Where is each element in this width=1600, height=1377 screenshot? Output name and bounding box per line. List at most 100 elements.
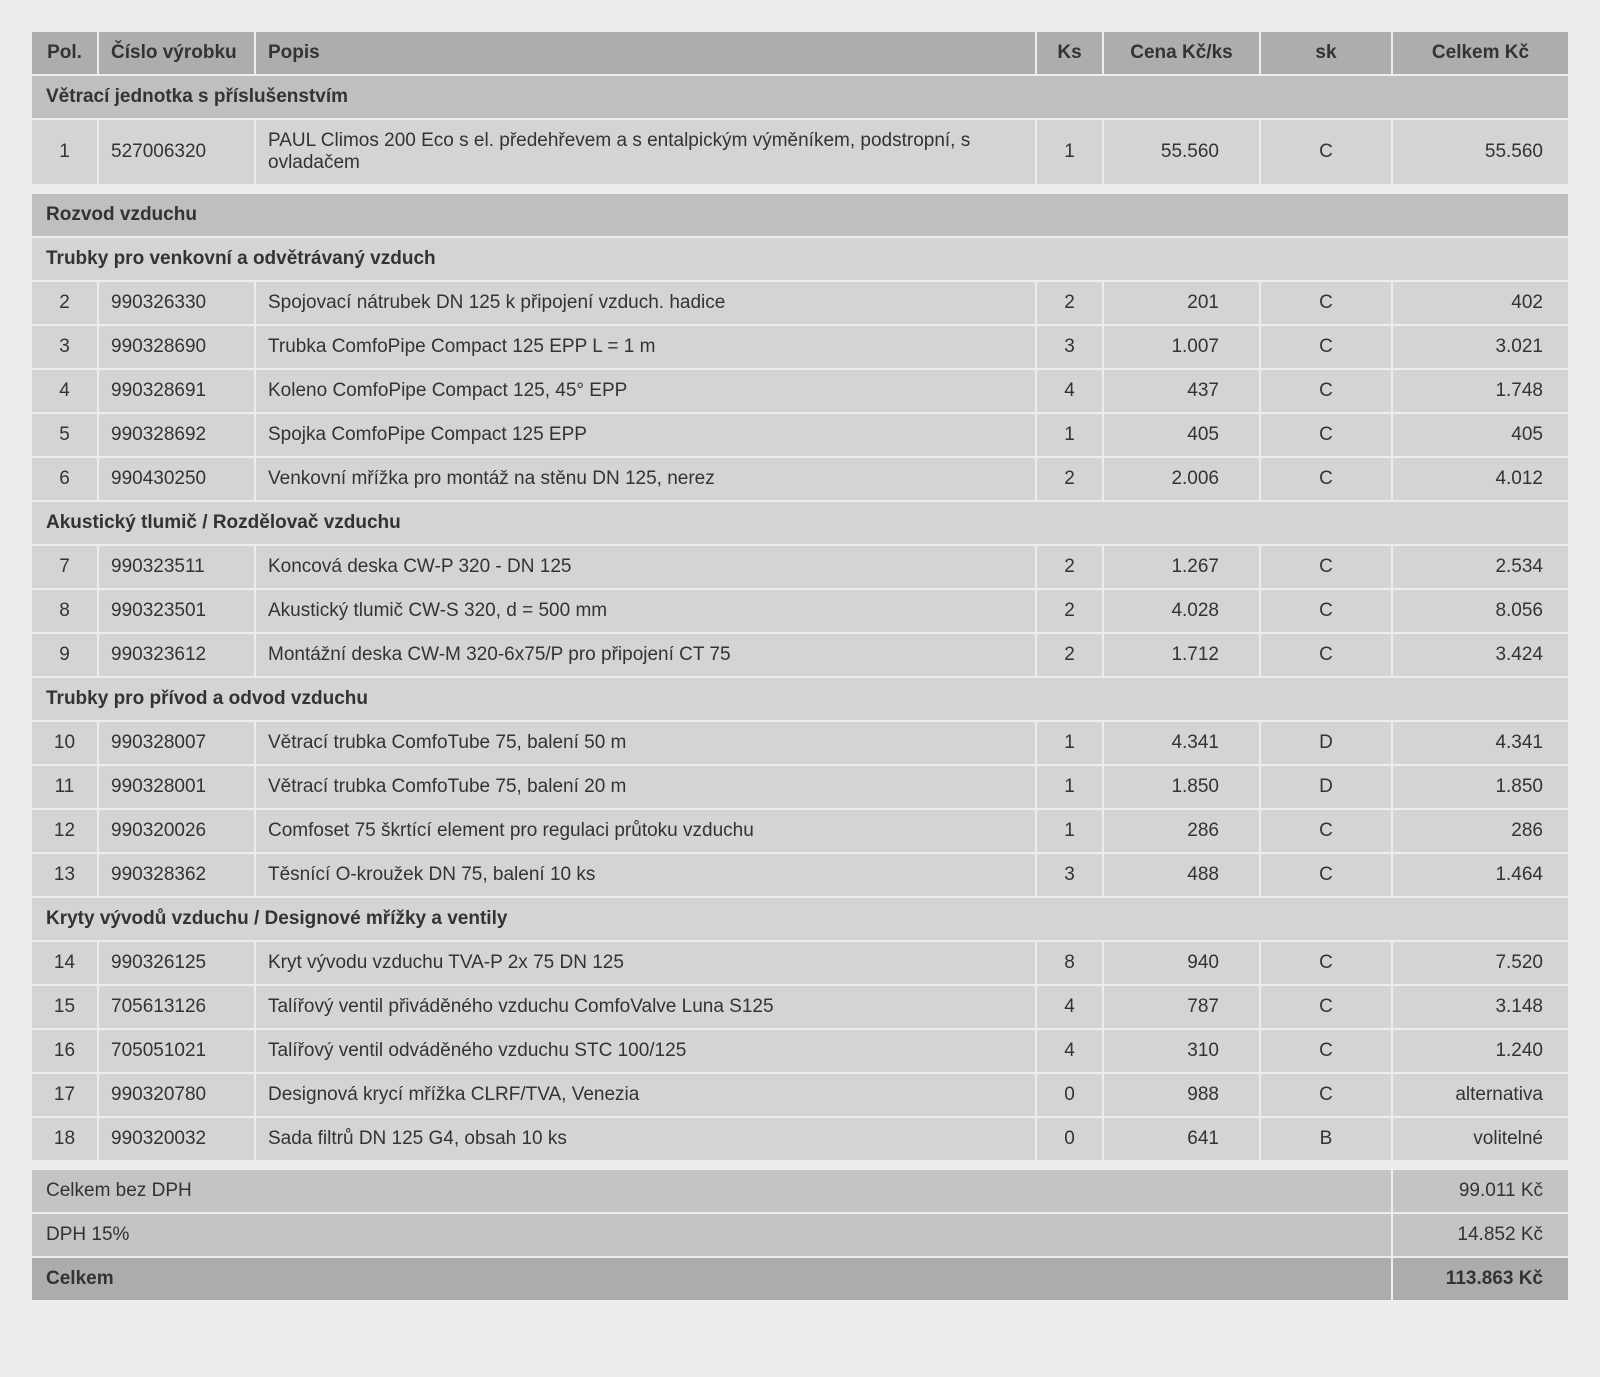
table-row: 11990328001Větrací trubka ComfoTube 75, … [32, 766, 1568, 808]
section-title: Větrací jednotka s příslušenstvím [32, 76, 1568, 118]
cell-sk: C [1261, 1030, 1391, 1072]
cell-pol: 11 [32, 766, 97, 808]
table-row: 8990323501Akustický tlumič CW-S 320, d =… [32, 590, 1568, 632]
cell-cislo: 990323612 [99, 634, 254, 676]
cell-popis: Designová krycí mřížka CLRF/TVA, Venezia [256, 1074, 1035, 1116]
cell-cena: 988 [1104, 1074, 1259, 1116]
cell-pol: 17 [32, 1074, 97, 1116]
col-header-pol: Pol. [32, 32, 97, 74]
cell-cislo: 990430250 [99, 458, 254, 500]
cell-sk: C [1261, 634, 1391, 676]
cell-cislo: 527006320 [99, 120, 254, 184]
cell-cislo: 990328007 [99, 722, 254, 764]
cell-sk: C [1261, 414, 1391, 456]
cell-cena: 55.560 [1104, 120, 1259, 184]
summary-value: 14.852 Kč [1393, 1214, 1568, 1256]
subsection-header-row: Trubky pro přívod a odvod vzduchu [32, 678, 1568, 720]
cell-cena: 310 [1104, 1030, 1259, 1072]
cell-cena: 437 [1104, 370, 1259, 412]
summary-label: DPH 15% [32, 1214, 1391, 1256]
cell-popis: PAUL Climos 200 Eco s el. předehřevem a … [256, 120, 1035, 184]
table-row: 10990328007Větrací trubka ComfoTube 75, … [32, 722, 1568, 764]
col-header-ks: Ks [1037, 32, 1102, 74]
cell-cislo: 990320026 [99, 810, 254, 852]
cell-cislo: 705051021 [99, 1030, 254, 1072]
cell-cena: 286 [1104, 810, 1259, 852]
cell-celkem: alternativa [1393, 1074, 1568, 1116]
cell-cena: 1.712 [1104, 634, 1259, 676]
subsection-title: Trubky pro přívod a odvod vzduchu [32, 678, 1568, 720]
cell-pol: 2 [32, 282, 97, 324]
cell-cislo: 705613126 [99, 986, 254, 1028]
spacer-row [32, 186, 1568, 192]
table-row: 4990328691Koleno ComfoPipe Compact 125, … [32, 370, 1568, 412]
section-header-row: Rozvod vzduchu [32, 194, 1568, 236]
cell-pol: 5 [32, 414, 97, 456]
cell-ks: 1 [1037, 810, 1102, 852]
table-row: 1527006320PAUL Climos 200 Eco s el. před… [32, 120, 1568, 184]
cell-celkem: 286 [1393, 810, 1568, 852]
table-row: 18990320032Sada filtrů DN 125 G4, obsah … [32, 1118, 1568, 1160]
cell-ks: 2 [1037, 590, 1102, 632]
cell-celkem: 1.240 [1393, 1030, 1568, 1072]
subsection-title: Akustický tlumič / Rozdělovač vzduchu [32, 502, 1568, 544]
cell-pol: 12 [32, 810, 97, 852]
table-header-row: Pol. Číslo výrobku Popis Ks Cena Kč/ks s… [32, 32, 1568, 74]
cell-popis: Trubka ComfoPipe Compact 125 EPP L = 1 m [256, 326, 1035, 368]
col-header-sk: sk [1261, 32, 1391, 74]
cell-sk: C [1261, 810, 1391, 852]
cell-popis: Spojka ComfoPipe Compact 125 EPP [256, 414, 1035, 456]
cell-pol: 14 [32, 942, 97, 984]
cell-sk: C [1261, 942, 1391, 984]
col-header-popis: Popis [256, 32, 1035, 74]
cell-cena: 488 [1104, 854, 1259, 896]
cell-popis: Talířový ventil odváděného vzduchu STC 1… [256, 1030, 1035, 1072]
cell-cislo: 990320780 [99, 1074, 254, 1116]
section-title: Rozvod vzduchu [32, 194, 1568, 236]
cell-sk: C [1261, 370, 1391, 412]
cell-pol: 10 [32, 722, 97, 764]
cell-celkem: 1.850 [1393, 766, 1568, 808]
cell-cislo: 990328001 [99, 766, 254, 808]
cell-cislo: 990323511 [99, 546, 254, 588]
cell-ks: 4 [1037, 986, 1102, 1028]
subsection-header-row: Kryty vývodů vzduchu / Designové mřížky … [32, 898, 1568, 940]
cell-sk: D [1261, 766, 1391, 808]
subsection-header-row: Trubky pro venkovní a odvětrávaný vzduch [32, 238, 1568, 280]
table-row: 9990323612Montážní deska CW-M 320-6x75/P… [32, 634, 1568, 676]
subsection-header-row: Akustický tlumič / Rozdělovač vzduchu [32, 502, 1568, 544]
cell-ks: 4 [1037, 1030, 1102, 1072]
table-row: 13990328362Těsnící O-kroužek DN 75, bale… [32, 854, 1568, 896]
cell-pol: 8 [32, 590, 97, 632]
col-header-cislo: Číslo výrobku [99, 32, 254, 74]
cell-ks: 3 [1037, 854, 1102, 896]
total-label: Celkem [32, 1258, 1391, 1300]
cell-popis: Větrací trubka ComfoTube 75, balení 20 m [256, 766, 1035, 808]
table-row: 15705613126Talířový ventil přiváděného v… [32, 986, 1568, 1028]
table-row: 5990328692Spojka ComfoPipe Compact 125 E… [32, 414, 1568, 456]
cell-popis: Sada filtrů DN 125 G4, obsah 10 ks [256, 1118, 1035, 1160]
cell-sk: C [1261, 986, 1391, 1028]
cell-cena: 201 [1104, 282, 1259, 324]
cell-cislo: 990328362 [99, 854, 254, 896]
table-row: 2990326330Spojovací nátrubek DN 125 k př… [32, 282, 1568, 324]
table-row: 14990326125Kryt vývodu vzduchu TVA-P 2x … [32, 942, 1568, 984]
cell-ks: 4 [1037, 370, 1102, 412]
spacer-row [32, 1162, 1568, 1168]
cell-celkem: 4.012 [1393, 458, 1568, 500]
price-table: Pol. Číslo výrobku Popis Ks Cena Kč/ks s… [30, 30, 1570, 1302]
cell-ks: 2 [1037, 458, 1102, 500]
cell-sk: C [1261, 590, 1391, 632]
cell-celkem: 405 [1393, 414, 1568, 456]
cell-popis: Spojovací nátrubek DN 125 k připojení vz… [256, 282, 1035, 324]
cell-cislo: 990328690 [99, 326, 254, 368]
cell-pol: 6 [32, 458, 97, 500]
cell-ks: 1 [1037, 722, 1102, 764]
cell-pol: 1 [32, 120, 97, 184]
cell-pol: 7 [32, 546, 97, 588]
cell-sk: D [1261, 722, 1391, 764]
subsection-title: Trubky pro venkovní a odvětrávaný vzduch [32, 238, 1568, 280]
cell-sk: C [1261, 854, 1391, 896]
cell-celkem: 3.021 [1393, 326, 1568, 368]
cell-popis: Montážní deska CW-M 320-6x75/P pro připo… [256, 634, 1035, 676]
